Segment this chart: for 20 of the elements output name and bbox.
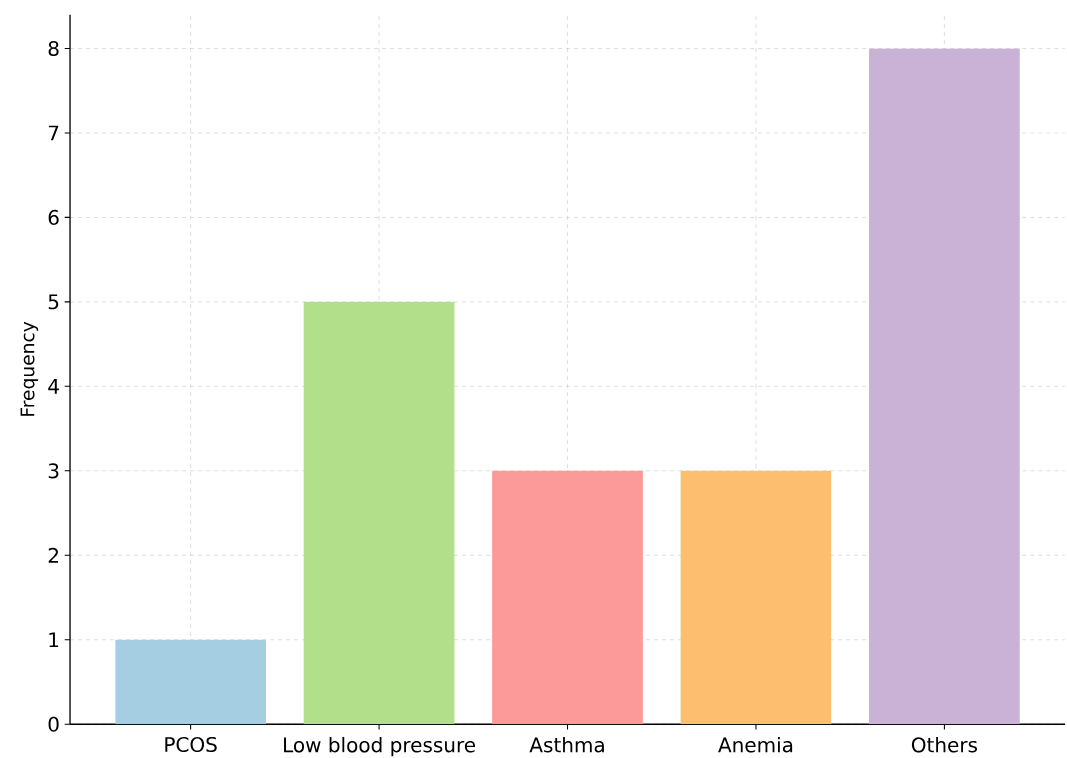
bar xyxy=(303,301,455,725)
x-tick-label: Others xyxy=(911,736,978,753)
y-tick-label: 3 xyxy=(48,463,59,479)
y-tick-label: 1 xyxy=(49,632,59,647)
y-axis-title: Frequency xyxy=(20,321,39,416)
y-tick-label: 0 xyxy=(48,716,59,732)
x-tick-label: Anemia xyxy=(718,736,793,753)
y-tick-label: 8 xyxy=(48,40,59,56)
bar xyxy=(492,470,643,725)
bar xyxy=(680,470,832,725)
x-tick-label: PCOS xyxy=(165,736,217,752)
x-tick-label: Asthma xyxy=(529,736,604,753)
x-tick-label: Low blood pressure xyxy=(284,736,476,757)
y-tick-label: 7 xyxy=(48,125,59,141)
y-tick-label: 5 xyxy=(48,294,59,310)
bar xyxy=(115,639,267,725)
y-tick-label: 6 xyxy=(48,209,59,225)
y-tick-label: 4 xyxy=(48,378,59,394)
bar xyxy=(869,48,1020,725)
y-tick-label: 2 xyxy=(48,547,58,563)
